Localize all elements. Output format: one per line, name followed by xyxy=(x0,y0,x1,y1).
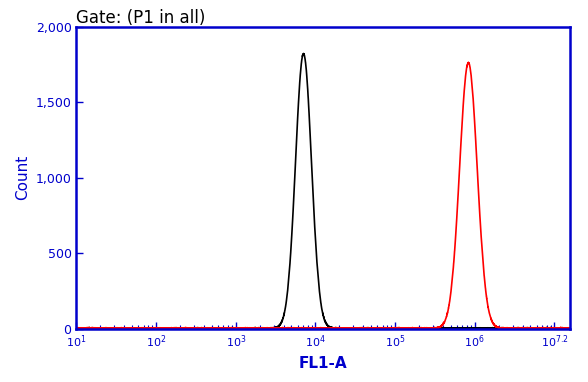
Text: Gate: (P1 in all): Gate: (P1 in all) xyxy=(76,8,206,27)
Y-axis label: Count: Count xyxy=(15,155,30,200)
X-axis label: FL1-A: FL1-A xyxy=(299,356,348,371)
